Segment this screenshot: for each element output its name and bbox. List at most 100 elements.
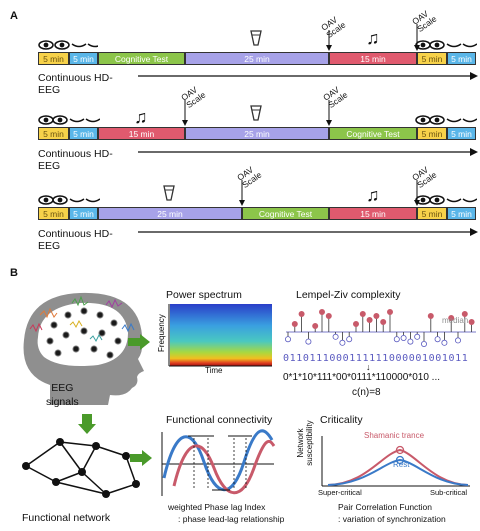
timeline-arrow [138, 228, 478, 236]
music-note-icon: ♫ [366, 28, 380, 48]
lz-point [285, 336, 291, 343]
binary-sequence: 0110111000111111000001001011 [283, 353, 469, 364]
encoded-sequence: 0*1*10*111*00*0111*110000*010 ... [283, 372, 440, 383]
timeline-arrow [138, 148, 478, 156]
arrow-right-icon [128, 334, 150, 350]
phase-lag-plot [161, 429, 276, 496]
lz-point [434, 336, 441, 343]
lz-point [332, 333, 339, 340]
power-spectrum-title: Power spectrum [166, 289, 242, 301]
oav-arrow [182, 100, 188, 126]
segment-eyes-closed-end: 5 min [447, 127, 476, 140]
lz-point [420, 341, 427, 348]
music-note-icon: ♫ [366, 185, 380, 205]
drum-icon [250, 30, 262, 46]
segment-eyes-closed-end: 5 min [447, 207, 476, 220]
segment-cognitive-test: Cognitive Test [98, 52, 185, 65]
median-label: median [442, 316, 469, 325]
lz-point [461, 310, 468, 317]
drum-icon [163, 185, 175, 201]
lz-point [448, 314, 455, 321]
wpli-sublabel: : phase lead-lag relationship [178, 514, 285, 524]
segment-eyes-closed: 5 min [69, 207, 98, 220]
segment-eyes-open-end: 5 min [417, 52, 447, 65]
timeline-arrow [138, 72, 478, 80]
lz-point [387, 309, 394, 315]
lz-point [346, 336, 353, 343]
functional-network-graph [22, 438, 140, 498]
lempel-ziv-title: Lempel-Ziv complexity [296, 289, 401, 301]
arrow-down-icon [78, 414, 96, 434]
open-eye-icon [54, 40, 70, 50]
lz-point [468, 318, 475, 325]
network-susceptibility-label: Network susceptibility [296, 420, 314, 466]
lz-point [454, 337, 461, 344]
lz-point [291, 320, 298, 327]
arrow-right-icon [130, 450, 152, 466]
segment-music: 15 min [98, 127, 185, 140]
sub-critical-label: Sub-critical [430, 488, 468, 497]
segment-drum: 25 min [98, 207, 242, 220]
time-axis-label: Time [205, 366, 223, 375]
segment-music: 15 min [329, 52, 417, 65]
eye-icons [38, 40, 98, 50]
lz-point [298, 310, 305, 317]
oav-arrow [414, 24, 420, 51]
panel-a-label: A [10, 10, 18, 22]
lz-point [441, 339, 448, 346]
spectrogram: Frequency [157, 304, 272, 367]
complexity-value: c(n)=8 [352, 387, 381, 398]
lz-point [393, 336, 400, 343]
lz-point [359, 310, 366, 317]
eeg-signals-label: EEG signals [46, 382, 79, 408]
segment-cognitive-test: Cognitive Test [329, 127, 417, 140]
segment-eyes-closed: 5 min [69, 52, 98, 65]
oav-arrow [326, 100, 332, 126]
segment-eyes-open-end: 5 min [417, 207, 447, 220]
lz-point [427, 312, 434, 319]
pcf-sublabel: : variation of synchronization [338, 514, 446, 524]
head-eeg-illustration [23, 292, 144, 405]
eye-icons-end [415, 115, 477, 125]
down-arrow-small: ↓ [366, 362, 371, 372]
eye-icons-end [415, 40, 477, 50]
lz-point [325, 312, 332, 319]
lz-point [380, 318, 387, 325]
continuous-eeg-label: Continuous HD- EEG [38, 228, 113, 252]
oav-arrow [239, 180, 245, 206]
segment-eyes-open: 5 min [38, 207, 69, 220]
continuous-eeg-label: Continuous HD- EEG [38, 148, 113, 172]
lz-point [339, 339, 346, 346]
segment-eyes-closed-end: 5 min [447, 52, 476, 65]
oav-arrow [326, 30, 332, 51]
lz-point [353, 320, 360, 327]
segment-eyes-closed: 5 min [69, 127, 98, 140]
shamanic-label: Shamanic trance [364, 431, 425, 440]
eeg-traces [29, 295, 135, 343]
lz-point [312, 322, 319, 329]
segment-eyes-open: 5 min [38, 52, 69, 65]
lz-point [414, 333, 421, 340]
segment-eyes-open: 5 min [38, 127, 69, 140]
eeg-electrodes [46, 307, 122, 359]
lz-point [305, 338, 312, 345]
lz-point [407, 338, 414, 345]
open-eye-icon [38, 40, 54, 50]
lempel-ziv-plot [285, 309, 476, 348]
super-critical-label: Super-critical [318, 488, 362, 497]
lz-point [400, 335, 407, 342]
eye-icons [38, 115, 100, 125]
frequency-axis-label: Frequency [157, 314, 166, 352]
eye-icons-end [415, 195, 477, 205]
segment-cognitive-test: Cognitive Test [242, 207, 329, 220]
lz-point [373, 312, 380, 319]
segment-drum: 25 min [185, 127, 329, 140]
oav-scale-label: OAV Scale [319, 14, 348, 40]
segment-music: 15 min [329, 207, 417, 220]
functional-network-label: Functional network [22, 512, 111, 524]
closed-eye-icon [71, 43, 98, 48]
lz-point [366, 316, 373, 323]
segment-eyes-open-end: 5 min [417, 127, 447, 140]
music-note-icon: ♫ [134, 107, 148, 127]
panel-b-label: B [10, 267, 18, 279]
